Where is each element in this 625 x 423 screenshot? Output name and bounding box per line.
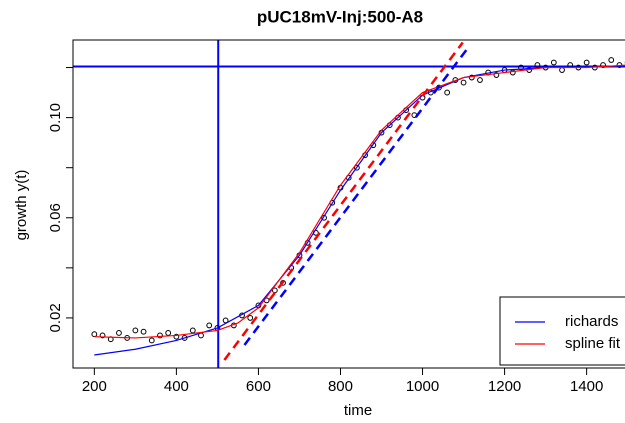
y-axis-label: growth y(t) — [13, 170, 30, 241]
tangent-line — [223, 41, 464, 361]
data-point — [559, 67, 565, 73]
x-tick-label: 1200 — [488, 378, 521, 395]
data-point — [583, 59, 590, 66]
plot-frame — [72, 39, 625, 369]
y-tick-label: 0.10 — [47, 103, 64, 132]
y-tick-label: 0.02 — [47, 303, 64, 332]
x-tick-label: 600 — [246, 378, 271, 395]
legend-box — [499, 296, 625, 366]
data-point — [444, 89, 451, 96]
data-point — [493, 72, 500, 78]
data-point — [132, 327, 139, 334]
data-point — [353, 164, 360, 171]
x-axis-label: time — [344, 402, 372, 419]
legend-label: richards — [565, 313, 618, 330]
data-point — [181, 335, 188, 341]
data-point — [148, 337, 155, 344]
data-point — [140, 328, 147, 335]
data-point — [460, 79, 467, 86]
x-tick-label: 800 — [328, 378, 353, 395]
data-point — [173, 333, 180, 340]
data-point — [206, 322, 213, 329]
y-tick-label: 0.06 — [47, 203, 64, 232]
data-point — [608, 57, 615, 63]
x-tick-label: 1400 — [570, 378, 603, 395]
data-point — [99, 332, 106, 339]
data-point — [477, 77, 483, 83]
x-tick-label: 1000 — [406, 378, 439, 395]
data-point — [600, 62, 606, 68]
data-point — [189, 327, 196, 334]
data-point — [518, 64, 524, 71]
chart-title: pUC18mV-Inj:500-A8 — [257, 7, 423, 26]
x-tick-label: 200 — [82, 378, 107, 395]
data-point — [534, 62, 541, 68]
tangent-line — [243, 44, 471, 346]
data-point — [247, 315, 254, 321]
data-point — [157, 332, 163, 339]
data-point — [509, 69, 516, 76]
x-tick-label: 400 — [164, 378, 189, 395]
legend-label: spline fit — [565, 335, 621, 352]
data-point — [271, 287, 278, 294]
fit-line — [94, 64, 625, 339]
data-point — [165, 330, 172, 336]
data-point — [91, 331, 98, 338]
data-point — [116, 330, 122, 336]
data-point — [468, 74, 475, 81]
data-point — [550, 59, 557, 66]
